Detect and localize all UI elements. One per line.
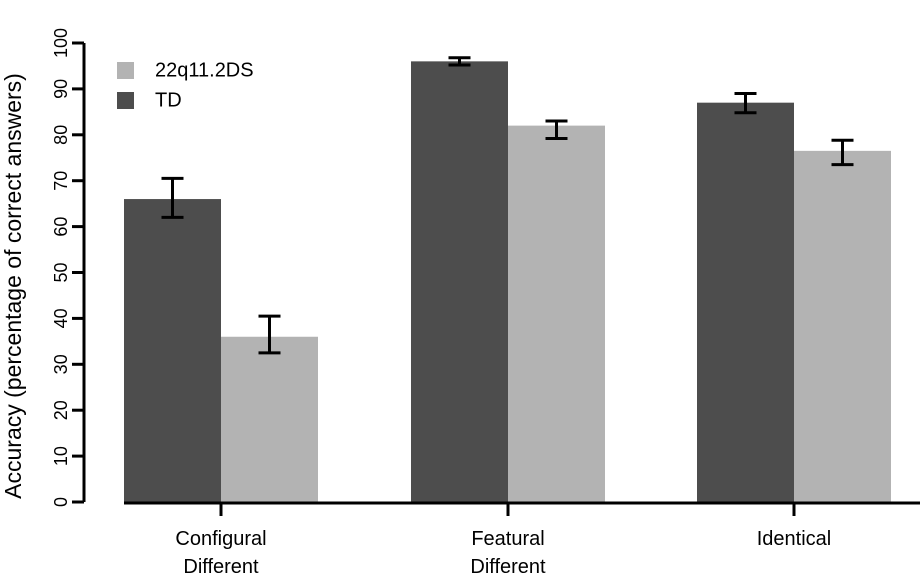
axes-layer: 0 10 20 30 40 50 60 70 80 90 100 Configural Differen…	[51, 28, 920, 574]
bar-22q11-2ds-1	[508, 125, 605, 503]
y-tick-label-50: 50	[51, 262, 71, 282]
y-tick-label-0: 0	[51, 497, 71, 507]
y-tick-label-20: 20	[51, 400, 71, 420]
legend-label: 22q11.2DS	[155, 60, 254, 82]
legend: 22q11.2DS TD	[117, 60, 254, 112]
y-tick-label-40: 40	[51, 308, 71, 328]
legend-label: TD	[155, 90, 182, 112]
y-tick-label-10: 10	[51, 446, 71, 466]
legend-item-td: TD	[117, 90, 182, 112]
y-tick-label-100: 100	[51, 28, 71, 58]
error-bar-td-1	[448, 56, 471, 67]
bar-22q11-2ds-0	[221, 336, 318, 502]
error-bar-td-2	[734, 91, 757, 115]
y-tick-label-30: 30	[51, 354, 71, 374]
bar-td-1	[411, 61, 508, 503]
error-bar-td-0	[161, 176, 184, 219]
legend-swatch	[117, 92, 134, 109]
x-category-label-0: Configural Different	[175, 528, 266, 574]
errorbars-layer	[161, 56, 854, 355]
y-tick-label-70: 70	[51, 171, 71, 191]
legend-item-22q11-2ds: 22q11.2DS	[117, 60, 254, 82]
x-category-label-2: Identical	[757, 528, 832, 550]
y-tick-label-80: 80	[51, 125, 71, 145]
bars-layer	[124, 61, 891, 503]
error-bar-22q11-2ds-0	[258, 314, 281, 355]
x-category-label-line: Different	[183, 556, 259, 574]
x-category-label-line: Identical	[757, 528, 832, 550]
error-bar-22q11-2ds-2	[831, 138, 854, 167]
x-category-label-line: Configural	[175, 528, 266, 550]
x-category-label-line: Featural	[471, 528, 544, 550]
bar-22q11-2ds-2	[794, 150, 891, 503]
y-axis-title: Accuracy (percentage of correct answers)	[0, 73, 26, 499]
x-category-label-1: Featural Different	[470, 528, 546, 574]
x-category-label-line: Different	[470, 556, 546, 574]
bar-td-0	[124, 199, 221, 502]
legend-swatch	[117, 62, 134, 79]
y-tick-label-90: 90	[51, 79, 71, 99]
error-bar-22q11-2ds-1	[545, 119, 568, 140]
y-tick-label-60: 60	[51, 217, 71, 237]
bar-td-2	[697, 102, 794, 503]
